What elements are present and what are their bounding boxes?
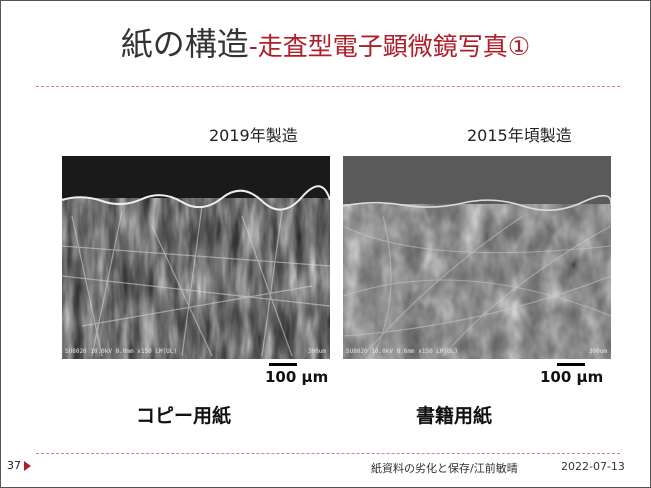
title-subtitle: -走査型電子顕微鏡写真①: [248, 32, 531, 61]
slide-title: 紙の構造-走査型電子顕微鏡写真①: [1, 19, 650, 65]
footer-divider: [36, 453, 620, 454]
scale-label-copy-paper: 100 μm: [265, 368, 329, 386]
paper-label-book-paper: 書籍用紙: [416, 405, 493, 427]
sem-scale-text-copy-paper: 300um: [307, 348, 326, 355]
sem-texture-book-paper: [343, 156, 611, 359]
title-main: 紙の構造: [120, 25, 249, 63]
sem-texture-copy-paper: [62, 156, 330, 359]
paper-label-copy-paper: コピー用紙: [136, 405, 232, 427]
date-label-copy-paper: 2019年製造: [209, 126, 298, 145]
footer-title: 紙資料の劣化と保存/江前敏晴: [371, 462, 518, 475]
date-label-book-paper: 2015年頃製造: [467, 126, 572, 145]
sem-image-copy-paper: SU8020 10.0kV 8.0mm x150 LM(UL) 300um: [62, 156, 330, 359]
scale-bar-book-paper: [557, 363, 585, 366]
sem-caption-book-paper: SU8020 10.0kV 8.6mm x150 LM(UL): [346, 348, 458, 355]
title-divider: [36, 86, 620, 87]
scale-label-book-paper: 100 μm: [540, 368, 604, 386]
sem-image-book-paper: SU8020 10.0kV 8.6mm x150 LM(UL) 300um: [343, 156, 611, 359]
footer-date: 2022-07-13: [561, 460, 625, 473]
scale-bar-copy-paper: [269, 363, 297, 366]
page-number: 37: [7, 459, 21, 472]
sem-caption-copy-paper: SU8020 10.0kV 8.0mm x150 LM(UL): [65, 348, 177, 355]
play-arrow-icon: [24, 461, 31, 471]
sem-scale-text-book-paper: 300um: [588, 348, 607, 355]
